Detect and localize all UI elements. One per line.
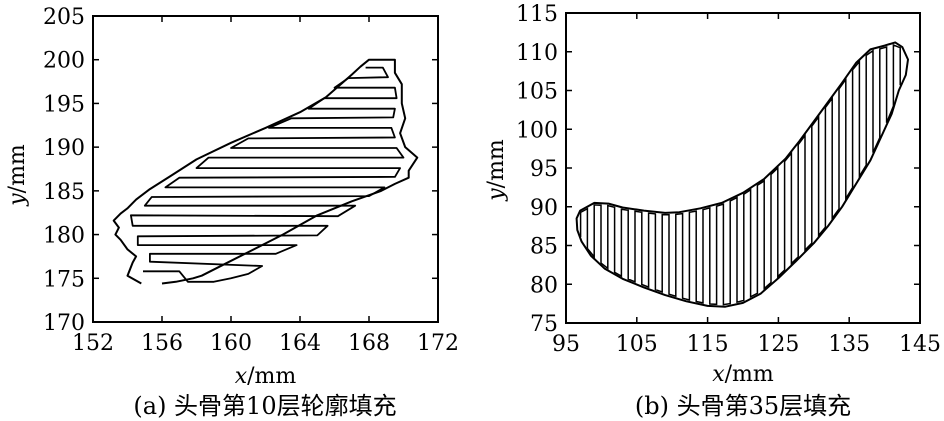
- x-tick-label: 156: [141, 331, 183, 356]
- y-tick-label: 95: [530, 157, 558, 182]
- x-tick-label: 145: [899, 332, 941, 357]
- x-tick-label: 172: [417, 331, 459, 356]
- panel-caption: (a) 头骨第10层轮廓填充: [133, 392, 396, 420]
- y-tick-label: 190: [43, 136, 85, 161]
- y-tick-label: 85: [530, 235, 558, 260]
- fill-path: [579, 43, 901, 306]
- y-axis-label: y/mm: [484, 139, 509, 202]
- y-tick-label: 175: [43, 267, 85, 292]
- x-tick-label: 95: [552, 332, 580, 357]
- y-tick-label: 75: [530, 312, 558, 337]
- contour-line: [575, 41, 909, 308]
- axes-frame: [92, 15, 439, 323]
- contour-line: [112, 58, 419, 285]
- chart-panel-a: 152 156 160 164 168 172 170 175 180 185 190 195 200 2…: [5, 5, 459, 420]
- y-tick-label: 185: [43, 180, 85, 205]
- x-tick-label: 168: [348, 331, 390, 356]
- y-tick-label: 200: [43, 49, 85, 74]
- x-axis-label: x/mm: [235, 364, 297, 389]
- y-tick-label: 110: [516, 41, 558, 66]
- y-axis-label: y/mm: [5, 144, 30, 207]
- y-tick-label: 180: [43, 224, 85, 249]
- x-tick-label: 164: [279, 331, 321, 356]
- chart-panel-b: 95 105 115 125 135 145 75 80 85 90 95 100 105 110 115 x…: [484, 2, 941, 420]
- y-tick-label: 170: [43, 311, 85, 336]
- y-tick-label: 115: [516, 2, 558, 27]
- x-axis-label: x/mm: [712, 362, 774, 387]
- x-tick-label: 115: [687, 332, 729, 357]
- y-tick-label: 100: [516, 118, 558, 143]
- fill-path: [129, 66, 405, 283]
- y-tick-label: 90: [530, 196, 558, 221]
- panel-caption: (b) 头骨第35层填充: [635, 392, 851, 420]
- y-tick-label: 105: [516, 80, 558, 105]
- x-tick-label: 105: [616, 332, 658, 357]
- y-tick-label: 80: [530, 273, 558, 298]
- x-tick-label: 152: [72, 331, 114, 356]
- y-tick-label: 205: [43, 5, 85, 30]
- y-tick-label: 195: [43, 92, 85, 117]
- x-tick-label: 135: [828, 332, 870, 357]
- x-tick-label: 125: [757, 332, 799, 357]
- x-tick-label: 160: [210, 331, 252, 356]
